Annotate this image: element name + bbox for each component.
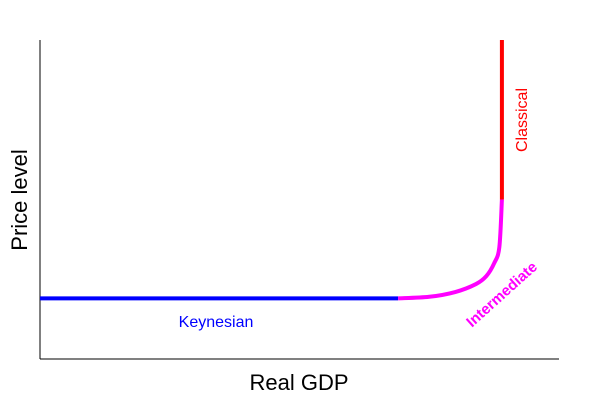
intermediate-label: Intermediate <box>463 258 541 330</box>
classical-label: Classical <box>514 88 531 152</box>
x-axis-title: Real GDP <box>249 370 348 395</box>
y-axis-title: Price level <box>7 149 32 250</box>
curve-segments <box>40 40 504 301</box>
intermediate-curve <box>398 199 504 301</box>
keynesian-label: Keynesian <box>179 314 254 331</box>
